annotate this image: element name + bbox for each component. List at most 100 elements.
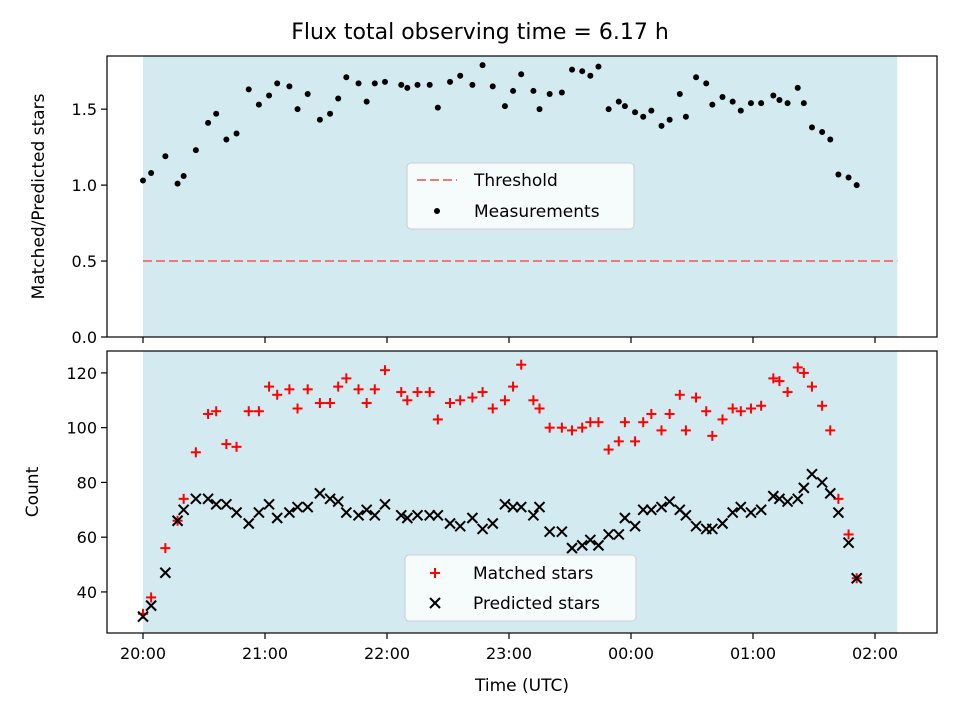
matched-star-point — [402, 395, 413, 406]
y-tick-label: 1.5 — [72, 100, 97, 119]
measurement-point — [426, 81, 433, 88]
x-tick-label: 21:00 — [242, 644, 288, 663]
matched-star-point — [284, 384, 295, 395]
matched-star-point — [756, 400, 767, 411]
predicted-star-point — [499, 498, 511, 511]
measurement-point — [469, 81, 476, 88]
measurement-point — [255, 101, 262, 108]
measurement-point — [381, 78, 388, 85]
measurement-point — [536, 106, 543, 113]
measurement-point — [510, 87, 517, 94]
matched-star-point — [691, 392, 702, 403]
measurement-point — [414, 81, 421, 88]
measurement-point — [316, 116, 323, 123]
measurement-point — [398, 81, 405, 88]
legend-label-matched: Matched stars — [473, 564, 593, 584]
predicted-star-point — [806, 468, 818, 480]
measurement-point — [180, 172, 187, 179]
legend-matched-swatch — [430, 568, 440, 578]
measurement-point — [245, 86, 252, 93]
measurement-point — [457, 72, 464, 79]
predicted-star-point — [716, 517, 729, 530]
count-points — [137, 359, 863, 623]
measurement-point — [845, 174, 852, 181]
legend-label-predicted: Predicted stars — [473, 594, 600, 614]
predicted-star-point — [145, 599, 157, 612]
measurement-point — [808, 124, 815, 131]
top-legend: Threshold Measurements — [406, 162, 635, 230]
measurement-point — [192, 147, 199, 154]
predicted-star-point — [663, 495, 676, 508]
predicted-star-point — [340, 506, 353, 519]
predicted-star-point — [476, 523, 489, 535]
measurement-point — [640, 113, 647, 120]
matched-star-point — [516, 359, 527, 370]
measurement-point — [784, 100, 791, 107]
measurement-point — [621, 103, 628, 110]
measurement-point — [363, 98, 370, 105]
measurement-point — [404, 84, 411, 91]
matched-star-point — [792, 362, 803, 373]
legend-label-measurements: Measurements — [474, 202, 600, 222]
matched-star-point — [567, 425, 578, 436]
matched-star-point — [646, 408, 657, 419]
measurement-point — [355, 80, 362, 87]
matched-star-point — [577, 422, 588, 433]
predicted-star-point — [619, 512, 631, 524]
x-tick-label: 00:00 — [608, 644, 654, 663]
y-tick-label: 1.0 — [72, 176, 97, 195]
matched-star-point — [487, 403, 498, 414]
measurement-point — [800, 100, 807, 107]
measurement-point — [140, 177, 146, 184]
matched-star-point — [369, 384, 380, 395]
y-tick-label: 120 — [66, 364, 97, 383]
matched-star-point — [467, 392, 478, 403]
matched-star-point — [243, 406, 254, 417]
y-tick-label: 80 — [77, 473, 97, 492]
x-tick-label: 23:00 — [486, 644, 532, 663]
predicted-star-point — [324, 493, 336, 505]
measurement-point — [233, 130, 240, 137]
matched-star-point — [432, 414, 443, 425]
predicted-star-point — [171, 515, 184, 527]
matched-star-point — [619, 417, 630, 428]
predicted-star-point — [533, 501, 546, 513]
predicted-star-point — [655, 501, 668, 513]
measurement-point — [579, 68, 586, 75]
predicted-star-point — [423, 509, 436, 521]
matched-star-point — [379, 365, 390, 376]
legend-measurement-swatch — [434, 208, 440, 214]
predicted-star-point — [395, 509, 407, 521]
matched-star-point — [613, 436, 624, 447]
predicted-star-point — [781, 495, 794, 508]
predicted-star-point — [592, 539, 605, 552]
measurement-point — [666, 116, 673, 123]
matched-star-point — [674, 389, 685, 400]
measurement-point — [304, 90, 311, 97]
matched-star-point — [292, 403, 303, 414]
matched-star-point — [727, 403, 738, 414]
predicted-star-point — [369, 509, 381, 521]
predicted-star-point — [243, 517, 255, 530]
matched-star-point — [768, 373, 779, 384]
measurement-point — [794, 84, 801, 91]
x-tick-label: 02:00 — [852, 644, 898, 663]
measurement-point — [703, 80, 710, 87]
predicted-star-point — [411, 509, 424, 521]
predicted-star-point — [314, 487, 326, 500]
matched-star-point — [593, 417, 604, 428]
matched-star-point — [603, 444, 614, 455]
matched-star-point — [680, 425, 691, 436]
predicted-star-point — [271, 512, 283, 524]
measurement-point — [174, 180, 181, 187]
measurement-point — [632, 109, 639, 116]
predicted-star-point — [706, 523, 719, 535]
measurement-point — [434, 104, 441, 111]
predicted-star-point — [584, 534, 597, 546]
matched-star-point — [211, 406, 222, 417]
predicted-star-point — [637, 504, 649, 516]
predicted-star-point — [332, 495, 344, 508]
measurement-point — [546, 90, 553, 97]
measurement-points — [140, 62, 860, 189]
